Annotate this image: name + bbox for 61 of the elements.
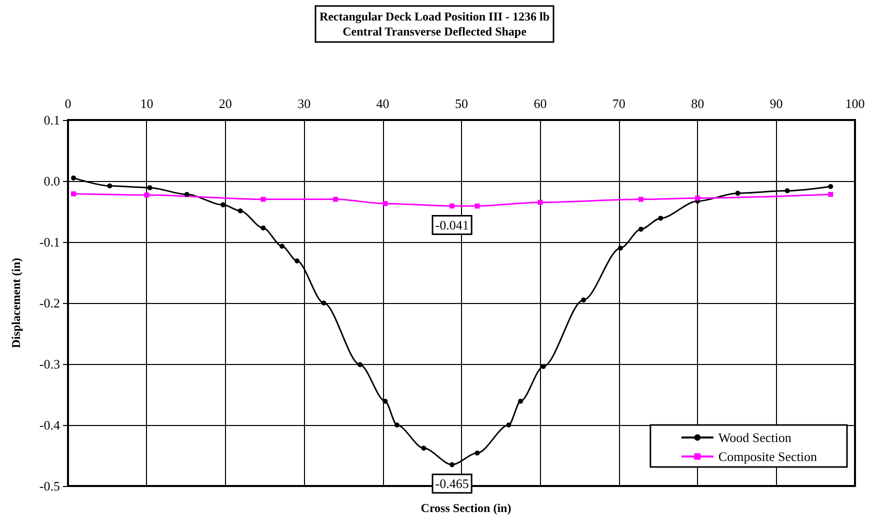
point: [333, 196, 338, 202]
point: [638, 196, 644, 202]
y-tick-label: 0.0: [44, 174, 60, 188]
x-tick-label: 60: [534, 96, 547, 111]
y-tick-label: -0.1: [39, 234, 60, 250]
point: [735, 190, 740, 196]
point: [450, 204, 455, 209]
point: [658, 216, 664, 221]
point: [184, 192, 190, 197]
data-label: -0.465: [435, 476, 469, 492]
point: [474, 204, 480, 209]
point: [260, 196, 266, 202]
x-tick-label: 80: [691, 96, 704, 111]
point: [260, 225, 266, 230]
point: [580, 297, 586, 302]
x-tick-label: 30: [298, 96, 311, 111]
point: [382, 201, 388, 206]
point: [321, 300, 326, 306]
point: [450, 462, 455, 468]
legend-label: Wood Section: [718, 430, 792, 445]
point: [784, 188, 790, 194]
x-tick-label: 10: [140, 96, 154, 111]
point: [147, 185, 152, 190]
x-tick-label: 50: [455, 96, 468, 111]
y-tick-label: -0.3: [39, 356, 60, 372]
point: [695, 196, 700, 201]
y-tick-label: -0.4: [39, 418, 60, 432]
x-tick-label: 90: [770, 96, 783, 111]
point: [238, 208, 243, 214]
point: [538, 200, 543, 205]
x-tick-label: 70: [612, 96, 626, 111]
point: [294, 258, 300, 264]
point: [506, 422, 512, 428]
y-axis-title: Displacement (in): [9, 258, 23, 348]
y-tick-label: -0.2: [39, 296, 60, 310]
point: [618, 246, 623, 251]
point: [638, 226, 644, 232]
y-tick-label: 0.1: [44, 112, 60, 128]
point: [382, 398, 388, 404]
legend-label: Composite Section: [718, 449, 818, 464]
y-tick-label: -0.5: [39, 478, 60, 494]
x-tick-label: 20: [218, 96, 232, 111]
point: [144, 192, 150, 198]
point: [107, 183, 112, 188]
point: [474, 450, 480, 456]
point: [394, 422, 400, 428]
chart-title: Rectangular Deck Load Position III - 1236 lb: [319, 10, 550, 24]
data-label: -0.041: [435, 218, 469, 233]
point: [421, 446, 426, 451]
x-tick-label: 40: [376, 96, 390, 111]
point: [71, 191, 76, 196]
point: [828, 192, 834, 197]
chart-subtitle: Central Transverse Deflected Shape: [342, 24, 528, 38]
point: [828, 184, 834, 189]
x-axis-title: Cross Section (in): [420, 501, 512, 515]
point: [518, 398, 524, 404]
x-tick-label: 0: [64, 96, 72, 111]
point: [280, 244, 285, 249]
x-tick-label: 100: [845, 96, 865, 111]
point: [357, 362, 362, 368]
point: [71, 175, 76, 180]
